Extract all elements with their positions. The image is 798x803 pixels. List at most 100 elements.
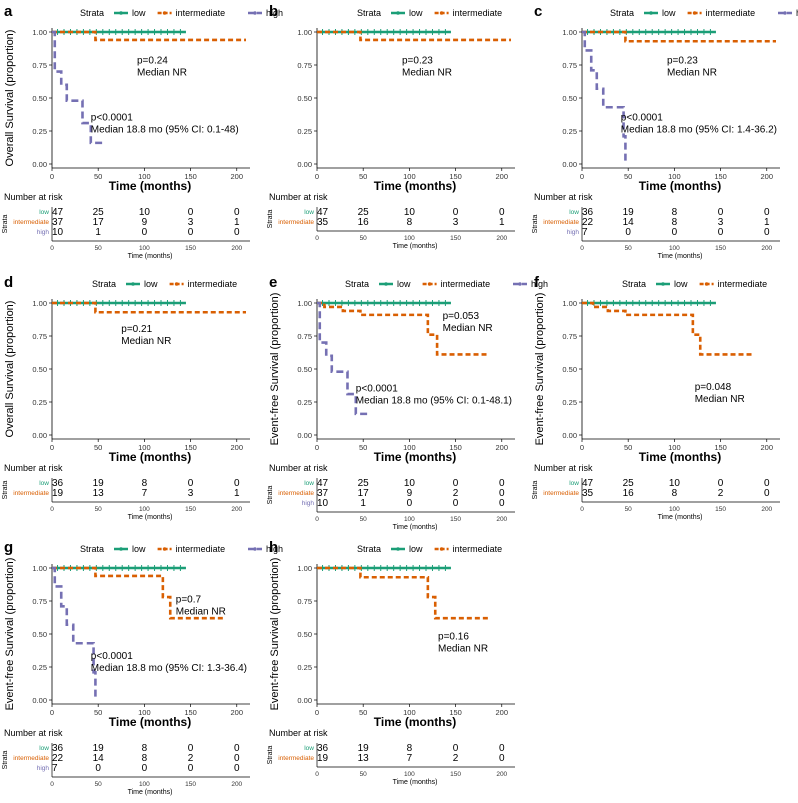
risk-count: 25: [358, 207, 370, 218]
legend-key-marker-high: [518, 282, 522, 286]
risk-x-tick-label: 50: [95, 245, 103, 252]
risk-count: 10: [52, 227, 64, 238]
risk-count: 0: [499, 488, 505, 499]
risk-row-label-low: low: [39, 209, 49, 216]
x-tick-label: 150: [449, 443, 462, 452]
legend: Strata low intermediate: [92, 279, 237, 289]
risk-count: 0: [234, 207, 240, 218]
y-tick-label: 1.00: [32, 564, 47, 573]
risk-count: 0: [499, 478, 505, 489]
risk-count: 0: [234, 753, 240, 764]
y-tick-label: 0.50: [32, 630, 47, 639]
x-tick-label: 50: [94, 443, 102, 452]
panel-label: b: [269, 3, 278, 20]
risk-x-tick-label: 0: [580, 245, 584, 252]
y-tick-label: 1.00: [562, 299, 577, 308]
legend-entry-low: low: [132, 544, 146, 554]
risk-count: 0: [95, 763, 101, 774]
legend-entry-intermediate: intermediate: [706, 8, 756, 18]
x-axis-title: Time (months): [109, 179, 191, 193]
legend-key-marker-low: [396, 547, 400, 551]
x-tick-label: 0: [315, 443, 319, 452]
risk-count: 1: [764, 217, 770, 228]
x-tick-label: 100: [138, 443, 151, 452]
risk-row-label-low: low: [304, 745, 314, 752]
risk-count: 47: [52, 207, 64, 218]
risk-count: 10: [139, 207, 151, 218]
y-tick-label: 0.25: [297, 398, 312, 407]
x-tick-label: 50: [359, 708, 367, 717]
risk-x-tick-label: 50: [95, 506, 103, 513]
risk-count: 35: [317, 217, 329, 228]
y-tick-label: 0.75: [297, 597, 312, 606]
risk-count: 7: [582, 227, 588, 238]
p-value-annotation: p=0.21: [121, 324, 152, 335]
legend-entry-intermediate: intermediate: [441, 279, 491, 289]
risk-count: 1: [499, 217, 505, 228]
risk-x-tick-label: 100: [404, 516, 415, 523]
y-tick-label: 0.25: [562, 398, 577, 407]
survival-curve-intermediate: [52, 301, 246, 314]
risk-x-tick-label: 200: [231, 245, 242, 252]
legend-key-marker-intermediate: [704, 282, 709, 286]
risk-count: 22: [582, 217, 594, 228]
survival-curve-high: [582, 30, 627, 164]
panel-c: c Strata low intermediate high 0.00 0.25 0.50 0.…: [532, 3, 798, 260]
risk-count: 8: [672, 207, 678, 218]
x-tick-label: 50: [624, 172, 632, 181]
risk-count: 14: [623, 217, 635, 228]
risk-count: 10: [404, 478, 416, 489]
median-annotation: Median NR: [402, 68, 452, 79]
risk-x-axis-title: Time (months): [128, 253, 173, 260]
risk-row-label-intermediate: intermediate: [13, 490, 49, 497]
p-value-annotation: p=0.16: [438, 631, 469, 642]
risk-x-tick-label: 100: [139, 506, 150, 513]
risk-count: 13: [358, 753, 370, 764]
y-tick-label: 0.75: [562, 61, 577, 70]
risk-x-tick-label: 200: [496, 771, 507, 778]
risk-x-tick-label: 150: [185, 781, 196, 788]
p-value-annotation: p<0.0001: [356, 383, 398, 394]
legend-key-marker-intermediate: [174, 282, 179, 286]
panel-h: h Strata low intermediate 0.00 0.25 0.50 0.75 1.…: [267, 539, 515, 786]
risk-count: 0: [499, 207, 505, 218]
risk-y-axis-title: Strata: [2, 215, 9, 234]
risk-row-label-high: high: [37, 229, 50, 236]
risk-x-tick-label: 150: [450, 771, 461, 778]
risk-count: 10: [669, 478, 681, 489]
median-annotation: Median NR: [438, 643, 488, 654]
y-tick-label: 0.50: [562, 94, 577, 103]
risk-count: 1: [95, 227, 101, 238]
risk-x-tick-label: 0: [580, 506, 584, 513]
risk-row-label-high: high: [567, 229, 580, 236]
panel-label: h: [269, 539, 278, 556]
p-value-annotation: p<0.0001: [91, 651, 133, 662]
p-value-annotation: p=0.23: [667, 56, 698, 67]
risk-count: 10: [404, 207, 416, 218]
risk-count: 19: [93, 478, 105, 489]
risk-count: 16: [623, 488, 635, 499]
risk-count: 0: [188, 763, 194, 774]
y-tick-label: 0.50: [562, 365, 577, 374]
y-tick-label: 0.25: [32, 663, 47, 672]
risk-count: 8: [142, 753, 148, 764]
risk-x-axis-title: Time (months): [658, 253, 703, 260]
survival-curve-intermediate: [52, 566, 223, 620]
risk-x-axis-title: Time (months): [393, 779, 438, 786]
risk-count: 0: [453, 498, 459, 509]
x-tick-label: 50: [359, 443, 367, 452]
risk-count: 0: [499, 753, 505, 764]
risk-x-tick-label: 100: [139, 245, 150, 252]
y-tick-label: 0.50: [32, 365, 47, 374]
risk-count: 8: [407, 217, 413, 228]
x-tick-label: 150: [184, 443, 197, 452]
legend-title: Strata: [345, 279, 369, 289]
panel-f: f Strata low intermediate 0.00 0.25 0.50 0.75 1.…: [532, 274, 780, 521]
risk-row-label-intermediate: intermediate: [278, 755, 314, 762]
legend-entry-low: low: [409, 8, 423, 18]
risk-row-label-high: high: [37, 765, 50, 772]
risk-count: 25: [358, 478, 370, 489]
risk-count: 25: [623, 478, 635, 489]
x-tick-label: 150: [714, 443, 727, 452]
legend-key-marker-intermediate: [162, 547, 167, 551]
